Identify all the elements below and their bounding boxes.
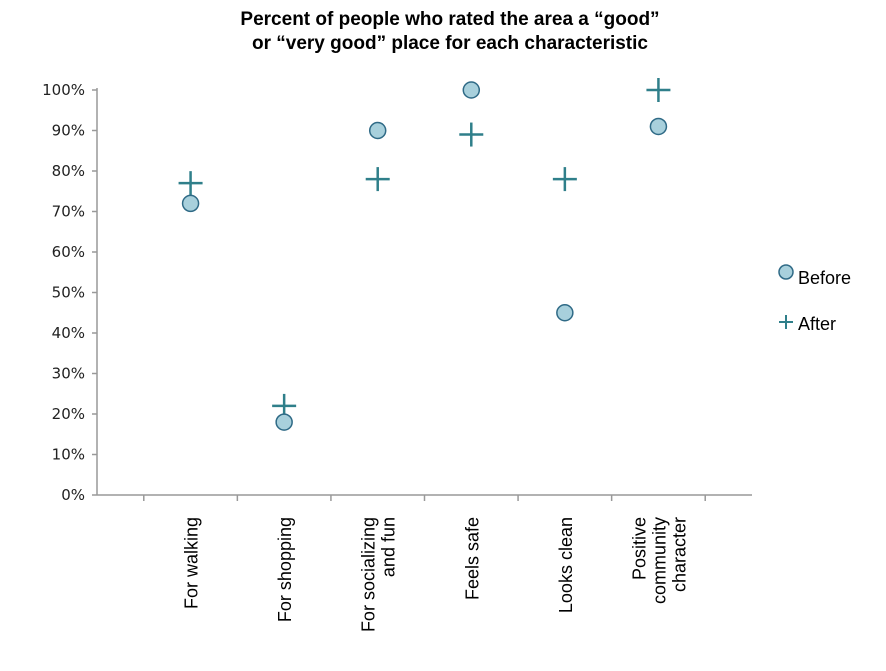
before-point xyxy=(181,194,200,213)
y-tick-label: 90% xyxy=(52,122,85,140)
y-tick-label: 20% xyxy=(52,405,85,423)
y-tick-label: 70% xyxy=(52,203,85,221)
legend-before-marker xyxy=(778,264,794,280)
category-label: Feels safe xyxy=(462,517,482,600)
category-labels: For walking For shopping For socializing an… xyxy=(182,517,690,632)
chart-title: Percent of people who rated the area a “… xyxy=(90,8,810,56)
y-tick-label: 60% xyxy=(52,243,85,261)
before-point xyxy=(275,413,293,431)
y-tick-label: 50% xyxy=(52,284,85,302)
category-label: For shopping xyxy=(275,517,295,622)
after-point xyxy=(365,167,390,192)
category-label: For walking xyxy=(182,517,202,609)
after-point xyxy=(646,78,671,102)
category-label: For socializing xyxy=(359,517,379,632)
legend-after-label: After xyxy=(798,314,836,334)
data-marks xyxy=(178,78,671,431)
before-point xyxy=(556,304,574,322)
before-point xyxy=(649,117,668,136)
chart-title-line-1: Percent of people who rated the area a “… xyxy=(240,9,660,30)
y-tick-labels: 0% 10% 20% 30% 40% 50% 60% 70% 80% 90% 100% xyxy=(42,81,85,504)
y-tick-label: 10% xyxy=(52,446,85,464)
before-point xyxy=(462,81,481,99)
y-tick-label: 30% xyxy=(52,365,85,383)
category-label: character xyxy=(669,517,689,592)
after-point xyxy=(552,167,577,192)
legend: Before After xyxy=(778,264,851,334)
y-tick-label: 40% xyxy=(52,324,85,342)
after-point xyxy=(178,171,203,196)
y-tick-label: 100% xyxy=(42,81,85,99)
category-label: community xyxy=(649,517,669,604)
y-tick-label: 80% xyxy=(52,162,85,180)
category-label: Positive xyxy=(629,517,649,580)
chart-axes xyxy=(92,88,752,501)
after-point xyxy=(459,122,484,147)
category-label: Looks clean xyxy=(556,517,576,613)
legend-after-marker xyxy=(779,315,793,329)
before-point xyxy=(368,121,387,140)
chart-title-line-2: or “very good” place for each characteri… xyxy=(252,33,648,54)
legend-before-label: Before xyxy=(798,268,851,288)
y-tick-label: 0% xyxy=(61,486,85,504)
category-label: and fun xyxy=(379,517,399,577)
